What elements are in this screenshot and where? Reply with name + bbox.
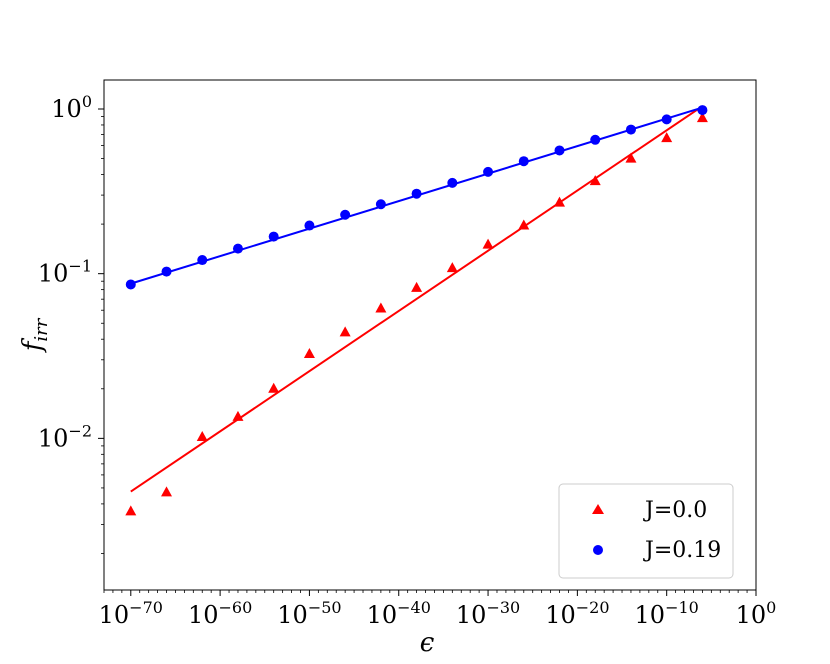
data-point-circle [518, 156, 529, 167]
x-tick-label: 10−40 [367, 598, 431, 629]
data-point-circle [590, 134, 601, 145]
x-tick-label: 10−50 [277, 598, 341, 629]
data-point-triangle [303, 348, 315, 359]
legend-label-j0: J=0.0 [643, 498, 707, 523]
data-point-circle [304, 220, 315, 231]
data-point-triangle [554, 196, 566, 207]
data-point-triangle [411, 281, 423, 292]
x-tick-label: 10−20 [545, 598, 609, 629]
data-point-circle [375, 199, 386, 210]
legend-label-j019: J=0.19 [643, 538, 721, 563]
data-point-triangle [446, 262, 458, 273]
x-tick-label: 100 [736, 598, 777, 629]
data-point-circle [554, 145, 565, 156]
x-tick-label: 10−70 [99, 598, 163, 629]
y-tick-label: 10−2 [38, 421, 92, 452]
x-axis-label: ϵ [420, 628, 435, 658]
data-point-triangle [518, 219, 530, 230]
data-point-circle [483, 166, 494, 177]
data-point-triangle [375, 302, 387, 313]
x-axis-ticks: 10−70 10−60 10−50 10−40 10−30 10−20 10−10 100 [99, 590, 777, 629]
legend-box [558, 483, 734, 579]
y-tick-label: 10−1 [38, 257, 92, 288]
data-point-triangle [125, 505, 137, 516]
data-point-triangle [589, 175, 601, 186]
data-point-circle [447, 177, 458, 188]
data-point-triangle [196, 430, 208, 441]
plot-frame [103, 79, 757, 591]
data-point-circle [625, 124, 636, 135]
x-tick-label: 10−30 [456, 598, 520, 629]
data-point-triangle [232, 410, 244, 421]
data-point-circle [268, 231, 279, 242]
data-point-circle [411, 188, 422, 199]
data-point-circle [661, 114, 672, 125]
data-point-triangle [482, 238, 494, 249]
data-point-triangle [625, 152, 637, 163]
plot-area [125, 105, 708, 516]
legend: J=0.0 J=0.19 [558, 483, 734, 579]
y-axis-label: firr [18, 317, 52, 353]
x-tick-label: 10−60 [188, 598, 252, 629]
data-point-circle [697, 105, 708, 116]
y-axis-ticks: 100 10−1 10−2 [38, 92, 104, 554]
data-point-triangle [268, 382, 280, 393]
data-point-triangle [161, 486, 173, 497]
data-point-triangle [661, 132, 673, 143]
x-tick-label: 10−10 [635, 598, 699, 629]
data-point-triangle [696, 112, 708, 123]
data-point-circle [161, 266, 172, 277]
data-point-triangle [339, 326, 351, 337]
data-point-circle [340, 209, 351, 220]
legend-marker-circle [593, 545, 603, 555]
y-tick-label: 100 [51, 92, 92, 123]
svg-text:firr: firr [18, 317, 52, 353]
data-point-circle [232, 243, 243, 254]
fit-line-series-0 [130, 105, 703, 493]
data-point-circle [197, 255, 208, 266]
legend-marker-triangle [592, 504, 604, 514]
data-point-circle [125, 279, 136, 290]
y-axis-label-sub: irr [31, 317, 52, 341]
